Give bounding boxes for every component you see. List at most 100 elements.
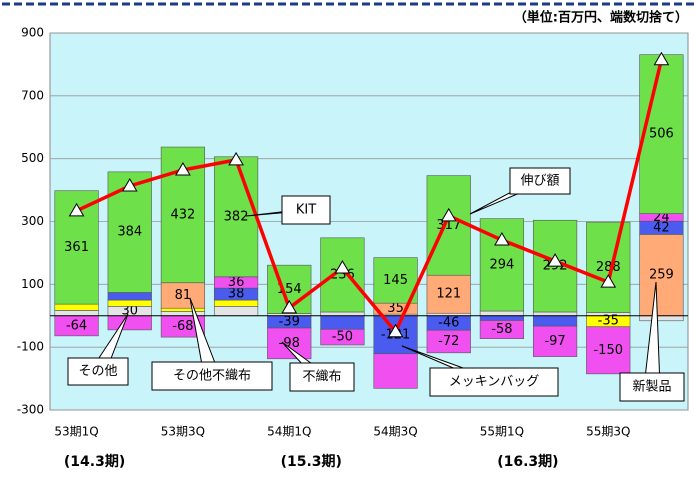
growth-line xyxy=(75,59,664,336)
growth-point xyxy=(494,232,510,246)
growth-point xyxy=(600,274,617,288)
x-tick-label: 53期3Q xyxy=(161,425,205,439)
bar-segment xyxy=(54,310,99,317)
callout-box xyxy=(619,372,685,402)
data-label: 361 xyxy=(64,240,89,255)
growth-point xyxy=(653,51,670,66)
data-label: 384 xyxy=(117,225,142,240)
bar-segment xyxy=(107,299,152,307)
bar-segment xyxy=(267,264,312,314)
callout-label: 新製品 xyxy=(632,379,671,395)
x-tick-label: 54期3Q xyxy=(373,425,417,439)
bar-segment xyxy=(373,353,418,389)
x-tick-label: 55期3Q xyxy=(586,425,630,439)
data-label: -39 xyxy=(279,314,300,329)
growth-point xyxy=(68,202,85,217)
callout-box xyxy=(289,362,355,392)
bar-segment xyxy=(586,221,631,313)
data-label: -98 xyxy=(279,336,300,351)
y-tick-label: 900 xyxy=(21,26,44,40)
data-label: -150 xyxy=(593,343,623,358)
x-tick-label: 53期1Q xyxy=(54,425,98,439)
data-label: -58 xyxy=(491,322,512,337)
y-tick-label: 700 xyxy=(21,88,44,102)
data-label: 294 xyxy=(490,257,515,272)
bar-segment xyxy=(320,315,365,330)
bar-segment xyxy=(639,315,684,322)
data-label: 30 xyxy=(121,304,138,319)
x-tick-label: 55期1Q xyxy=(480,425,524,439)
bar-segment xyxy=(532,315,578,327)
period-label: (15.3期) xyxy=(281,454,342,470)
growth-point xyxy=(121,178,138,192)
bar-segment xyxy=(426,329,471,354)
bar-segment xyxy=(320,328,365,346)
data-label: 506 xyxy=(649,127,674,142)
bar-segment xyxy=(639,54,684,214)
bar-segment xyxy=(160,282,206,309)
data-label: 145 xyxy=(383,273,408,288)
bar-segment xyxy=(479,320,525,339)
bar-segment xyxy=(479,310,525,317)
y-tick-label: -100 xyxy=(17,340,44,354)
growth-point xyxy=(175,161,191,176)
callout-box xyxy=(151,361,273,391)
bar-segment xyxy=(320,237,365,313)
bar-segment xyxy=(107,292,152,301)
bar-segment xyxy=(160,311,206,317)
bar-segment xyxy=(532,311,578,317)
bar-segment xyxy=(320,311,365,317)
callout-label: 伸び額 xyxy=(520,174,559,189)
bar-segment xyxy=(54,303,99,311)
callout-label: その他不織布 xyxy=(173,369,251,384)
data-label: -64 xyxy=(66,318,87,333)
data-label: -50 xyxy=(332,330,353,345)
data-label: 35 xyxy=(387,301,404,316)
period-label: (16.3期) xyxy=(497,454,558,470)
bar-segment xyxy=(213,306,259,317)
data-label: 36 xyxy=(228,275,245,290)
data-label: 81 xyxy=(175,288,192,303)
bar-segment xyxy=(586,326,631,375)
x-tick-label: 54期1Q xyxy=(267,425,311,439)
growth-point xyxy=(334,260,351,274)
data-label: 382 xyxy=(224,209,249,224)
data-label: 38 xyxy=(228,287,245,302)
growth-point xyxy=(281,299,298,314)
callout-label: 不織布 xyxy=(302,370,341,385)
data-label: -72 xyxy=(438,334,459,349)
callout-box xyxy=(281,195,331,225)
callout-box xyxy=(67,357,129,386)
growth-point xyxy=(228,151,244,166)
callout-box xyxy=(429,367,559,397)
bar-segment xyxy=(160,307,206,312)
data-label: -35 xyxy=(598,314,619,329)
callout-label: メッキンバッグ xyxy=(449,375,540,390)
data-label: -68 xyxy=(172,319,193,334)
data-label: 121 xyxy=(436,287,461,302)
data-label: 259 xyxy=(649,268,674,283)
growth-point xyxy=(547,253,563,267)
bar-segment xyxy=(107,315,152,331)
growth-point xyxy=(440,207,457,222)
bar-segment xyxy=(479,315,525,321)
y-tick-label: 300 xyxy=(21,214,44,228)
growth-point xyxy=(387,323,404,338)
bar-segment xyxy=(532,325,578,357)
callout-box xyxy=(509,167,571,195)
callout-label: KIT xyxy=(296,203,316,218)
bar-segment xyxy=(267,327,312,360)
bar-segment xyxy=(213,156,259,278)
bar-segment xyxy=(426,175,471,276)
y-tick-label: 500 xyxy=(21,151,44,165)
data-label: -46 xyxy=(438,315,459,330)
unit-note: （単位:百万円、端数切捨て） xyxy=(514,10,688,26)
bar-segment xyxy=(426,274,471,314)
data-label: 42 xyxy=(653,220,670,235)
bar-segment xyxy=(373,257,418,304)
bar-segment xyxy=(639,234,684,317)
y-tick-label: 100 xyxy=(21,277,44,291)
data-label: 432 xyxy=(171,207,196,222)
callout-label: その他 xyxy=(78,364,117,379)
